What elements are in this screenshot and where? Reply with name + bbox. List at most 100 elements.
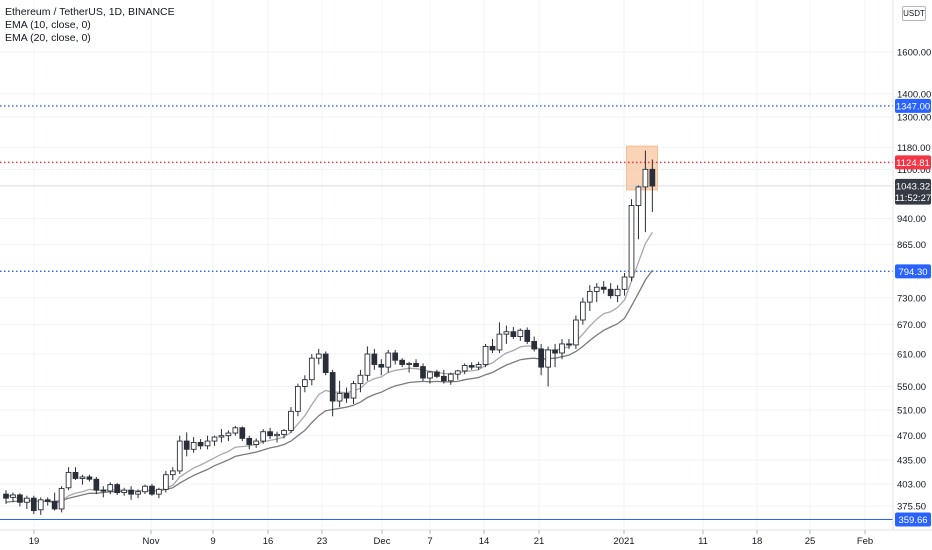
candle	[427, 370, 433, 384]
time-tick-label: 16	[263, 536, 274, 547]
candle	[406, 361, 412, 373]
candle	[225, 430, 232, 442]
candle	[86, 474, 93, 482]
candle	[531, 336, 538, 352]
candle	[24, 495, 30, 509]
time-axis[interactable]: 19 Nov 9 16 23 Dec 7 14 21 2021 11 18 25 Feb	[29, 530, 873, 547]
ema-10-label[interactable]: EMA (10, close, 0)	[5, 19, 91, 31]
time-tick-label: 7	[427, 536, 432, 547]
candle	[232, 425, 239, 436]
last-price-tag-text: 1043.32	[896, 181, 930, 192]
price-tick-label: 403.00	[897, 479, 926, 490]
candle	[288, 407, 294, 434]
time-tick-label: 11	[698, 536, 708, 547]
candle	[614, 285, 621, 303]
blue-lower-tag-text: 794.30	[898, 267, 927, 278]
candle	[580, 297, 586, 325]
time-tick-label: 9	[210, 536, 215, 547]
candle	[267, 427, 273, 440]
bottom-tag-text: 359.66	[898, 515, 927, 526]
ema-10-line	[5, 231, 653, 504]
countdown-tag	[895, 190, 931, 205]
candle	[559, 338, 565, 360]
candle	[461, 363, 468, 375]
candle	[496, 322, 503, 354]
candle	[482, 343, 489, 368]
candle	[149, 483, 155, 496]
candle	[51, 492, 58, 511]
candle	[239, 426, 246, 442]
candle	[3, 490, 9, 504]
candle	[30, 495, 37, 515]
last-price-tag	[895, 178, 931, 193]
time-tick-label: 2021	[613, 536, 634, 547]
currency-selector[interactable]: USDT	[902, 6, 926, 21]
candle	[336, 380, 343, 408]
candle	[538, 343, 545, 376]
candle	[308, 354, 315, 386]
candle	[607, 283, 614, 299]
candle	[628, 199, 635, 282]
candle	[600, 281, 607, 294]
symbol-title[interactable]: Ethereum / TetherUS, 1D, BINANCE	[5, 6, 175, 18]
blue-lower-tag	[895, 264, 931, 279]
candle	[190, 437, 197, 453]
candle	[343, 387, 350, 403]
candle	[510, 326, 517, 339]
grid-lines	[0, 0, 893, 530]
candle	[524, 327, 531, 344]
time-tick-label: 18	[752, 536, 763, 547]
candle	[517, 328, 524, 341]
candle	[135, 489, 141, 499]
candle	[128, 486, 134, 500]
price-tick-label: 510.00	[897, 406, 926, 417]
candle	[17, 493, 23, 507]
candle	[642, 150, 649, 233]
blue-upper-tag	[895, 98, 931, 113]
time-tick-label: Feb	[857, 536, 873, 547]
candle	[420, 363, 426, 381]
time-tick-label: 19	[29, 536, 40, 547]
candle	[413, 359, 419, 368]
candle	[468, 362, 475, 370]
candle	[503, 325, 510, 344]
time-tick-label: 23	[317, 536, 328, 547]
candle	[573, 315, 579, 349]
price-tick-label: 730.00	[897, 293, 926, 304]
price-tick-label: 470.00	[897, 431, 926, 442]
candle	[121, 487, 128, 496]
candle	[260, 429, 267, 444]
candle	[183, 432, 190, 457]
candle	[378, 359, 385, 376]
candle	[142, 484, 148, 495]
candle	[58, 486, 65, 513]
time-tick-label: Nov	[143, 536, 160, 547]
candle	[253, 438, 260, 448]
candle	[329, 369, 336, 417]
candle	[204, 435, 211, 450]
candle	[65, 467, 72, 491]
candle	[107, 482, 114, 495]
blue-upper-tag-text: 1347.00	[896, 101, 930, 112]
candle	[441, 369, 447, 384]
candle	[315, 348, 322, 365]
price-tick-label: 375.50	[897, 502, 926, 513]
candle	[246, 435, 253, 450]
candle	[93, 476, 100, 495]
candle	[169, 467, 176, 481]
red-tag	[895, 155, 931, 170]
candle	[593, 283, 600, 303]
candle	[162, 470, 169, 493]
bottom-tag	[895, 512, 931, 527]
candle	[566, 338, 572, 349]
ema-20-label[interactable]: EMA (20, close, 0)	[5, 32, 91, 44]
candle	[385, 349, 392, 373]
price-axis[interactable]: 1600.00 1400.00 1300.00 1180.00 1100.00 940.0…	[897, 48, 931, 513]
ema-20-line	[5, 269, 653, 503]
candle	[295, 383, 301, 417]
candle	[447, 372, 454, 385]
time-tick-label: 21	[534, 536, 545, 547]
price-tick-label: 550.00	[897, 382, 926, 393]
